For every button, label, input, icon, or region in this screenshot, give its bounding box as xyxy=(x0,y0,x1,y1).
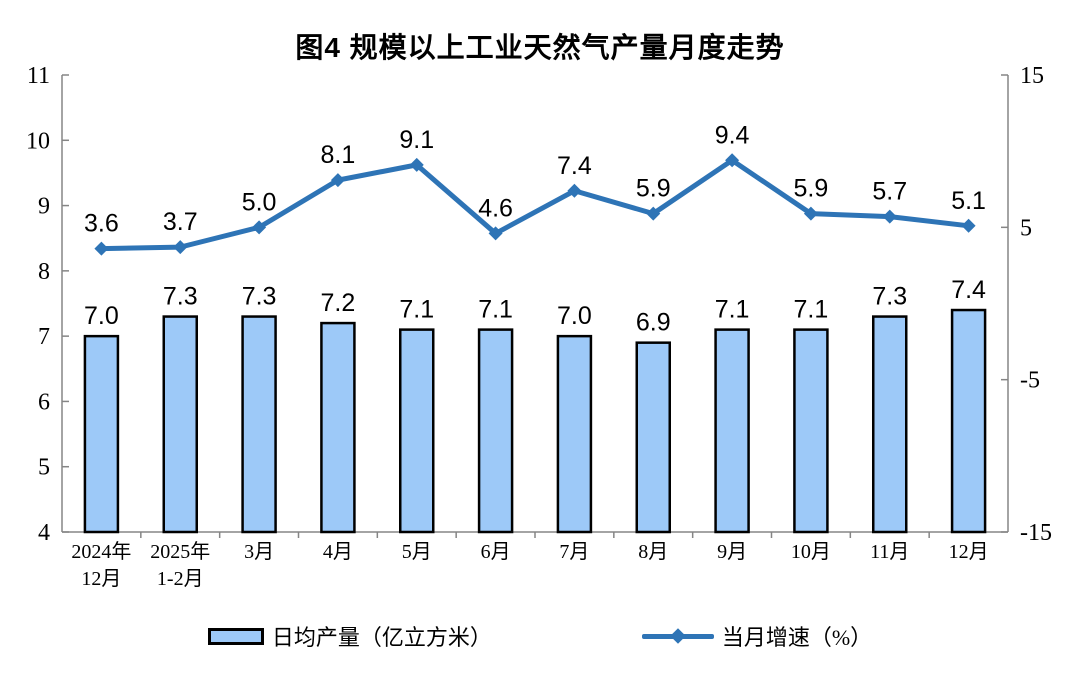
line-point-marker xyxy=(173,240,188,255)
bar xyxy=(241,315,277,534)
legend-bar-series-label: 日均产量（亿立方米） xyxy=(271,625,492,650)
line-value-label: 3.7 xyxy=(163,208,198,236)
line-point-marker xyxy=(488,226,503,241)
x-axis-label: 10月 xyxy=(791,541,831,563)
bar-value-label: 7.1 xyxy=(794,296,829,324)
y-axis-left-tick-label: 8 xyxy=(38,259,50,285)
bar xyxy=(477,328,514,534)
line-point-marker xyxy=(409,157,424,172)
y-axis-left-tick-label: 4 xyxy=(38,520,50,546)
bar xyxy=(399,328,435,534)
x-axis-label: 3月 xyxy=(244,541,274,563)
line-point-marker xyxy=(646,206,661,221)
line-point-marker xyxy=(725,153,740,168)
x-axis-label: 4月 xyxy=(323,541,353,563)
chart-title: 图4 规模以上工业天然气产量月度走势 xyxy=(295,32,785,63)
line-point-marker xyxy=(961,218,976,233)
line-value-label: 7.4 xyxy=(557,152,592,180)
y-axis-right-tick-label: 15 xyxy=(1020,63,1044,89)
x-axis-label: 11月 xyxy=(870,541,909,563)
legend: 日均产量（亿立方米） 当月增速（%） xyxy=(0,620,1080,652)
line-series-swatch-icon xyxy=(641,628,714,644)
bar-value-label: 7.4 xyxy=(951,276,986,304)
bar-value-label: 7.0 xyxy=(84,302,119,330)
line-value-label: 8.1 xyxy=(321,141,356,169)
line-point-marker xyxy=(330,173,345,188)
y-axis-left-tick-label: 9 xyxy=(38,194,50,220)
x-axis-label: 7月 xyxy=(559,541,589,563)
diamond-marker-icon xyxy=(670,628,686,644)
trend-line xyxy=(98,157,972,252)
y-axis-left-tick-label: 6 xyxy=(38,389,50,415)
x-axis-label: 5月 xyxy=(402,541,432,563)
x-axis-label: 8月 xyxy=(638,541,668,563)
line-value-label: 5.7 xyxy=(872,178,907,206)
line-point-marker xyxy=(94,241,109,256)
line-point-marker xyxy=(252,220,267,235)
bar-value-label: 7.1 xyxy=(478,296,513,324)
line-point-marker xyxy=(882,209,897,224)
bar xyxy=(714,328,750,534)
bar xyxy=(83,334,120,534)
plot-area: 11 10 9 8 7 6 5 4 15 5 -5 -15 7.0 7.3 7.3 7.2 7.1 7.1 7.0 6… xyxy=(26,63,1052,590)
bar xyxy=(556,334,593,534)
bar-value-label: 7.2 xyxy=(321,289,356,317)
bar xyxy=(320,321,356,534)
line-value-label: 5.0 xyxy=(242,188,277,216)
bar xyxy=(635,341,671,534)
bar-value-label: 6.9 xyxy=(636,309,671,337)
bar xyxy=(950,308,987,534)
line-value-label: 9.4 xyxy=(715,121,750,149)
bar-value-label: 7.0 xyxy=(557,302,592,330)
bar-value-label: 7.1 xyxy=(399,296,434,324)
legend-item-line-series: 当月增速（%） xyxy=(641,620,873,652)
y-axis-left-tick-label: 10 xyxy=(26,128,50,154)
x-axis-label: 2025年 1-2月 xyxy=(150,540,210,590)
x-axis-label: 6月 xyxy=(481,541,511,563)
line-value-label: 4.6 xyxy=(478,194,513,222)
x-axis-label: 9月 xyxy=(717,541,747,563)
bar-value-label: 7.1 xyxy=(715,296,750,324)
bar-series-swatch-icon xyxy=(207,627,264,645)
line-value-label: 5.9 xyxy=(636,175,671,203)
y-axis-left-tick-label: 7 xyxy=(38,324,50,350)
legend-item-bar-series: 日均产量（亿立方米） xyxy=(207,620,492,652)
y-axis-left-tick-label: 11 xyxy=(27,63,50,89)
bar xyxy=(793,328,829,534)
y-axis-left-tick-label: 5 xyxy=(38,455,50,481)
line-value-label: 5.9 xyxy=(794,175,829,203)
bar xyxy=(162,315,198,534)
line-value-label: 9.1 xyxy=(399,126,434,154)
y-axis-right-tick-label: 5 xyxy=(1020,215,1032,241)
y-axis-right-tick-label: -5 xyxy=(1020,368,1040,394)
line-value-label: 3.6 xyxy=(84,210,119,238)
bar xyxy=(872,315,908,534)
bar-value-label: 7.3 xyxy=(163,283,198,311)
x-axis-label: 12月 xyxy=(949,541,989,563)
line-point-marker xyxy=(567,183,582,198)
line-point-marker xyxy=(803,206,818,221)
x-axis-label: 2024年 12月 xyxy=(71,540,131,590)
y-axis-right-tick-label: -15 xyxy=(1020,520,1052,546)
line-value-label: 5.1 xyxy=(951,187,986,215)
legend-line-series-label: 当月增速（%） xyxy=(721,625,873,650)
bar-value-label: 7.3 xyxy=(242,283,277,311)
bar-value-label: 7.3 xyxy=(872,283,907,311)
